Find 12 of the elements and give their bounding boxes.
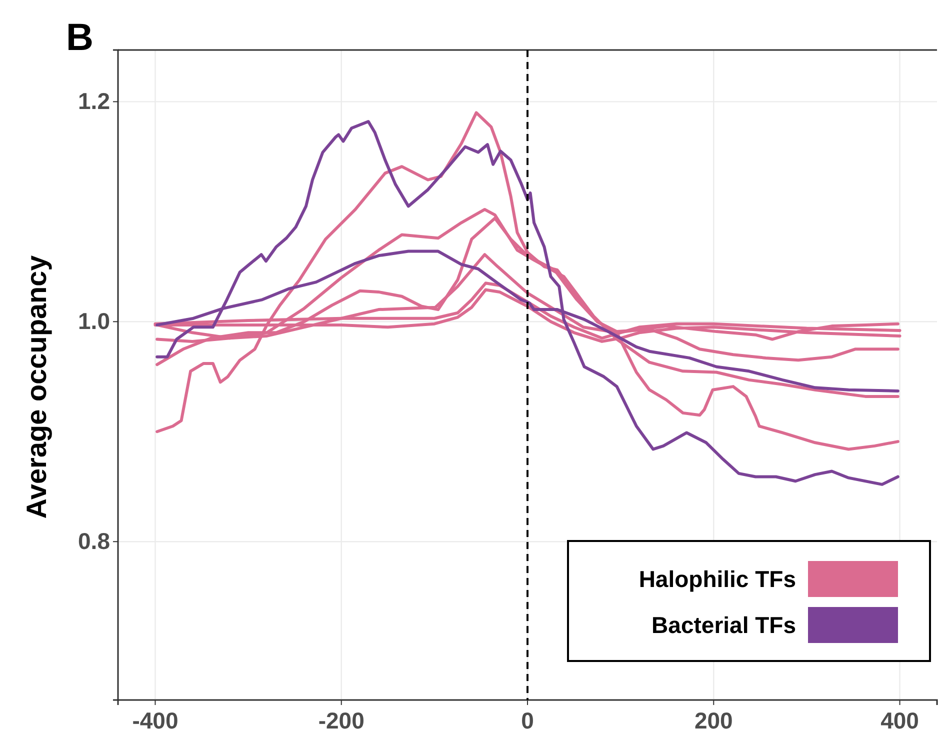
legend-label: Halophilic TFs [638,566,796,592]
x-tick-label: -400 [132,708,178,734]
y-tick-label: 1.2 [78,88,110,114]
y-axis-title: Average occupancy [21,254,52,519]
chart-title: B [66,17,94,59]
y-tick-label: 0.8 [78,528,110,554]
x-tick-label: -200 [318,708,364,734]
legend-label: Bacterial TFs [652,612,796,638]
x-tick-label: 200 [694,708,733,734]
x-tick-label: 400 [880,708,919,734]
x-tick-label: 0 [521,708,534,734]
y-tick-label: 1.0 [78,308,110,334]
